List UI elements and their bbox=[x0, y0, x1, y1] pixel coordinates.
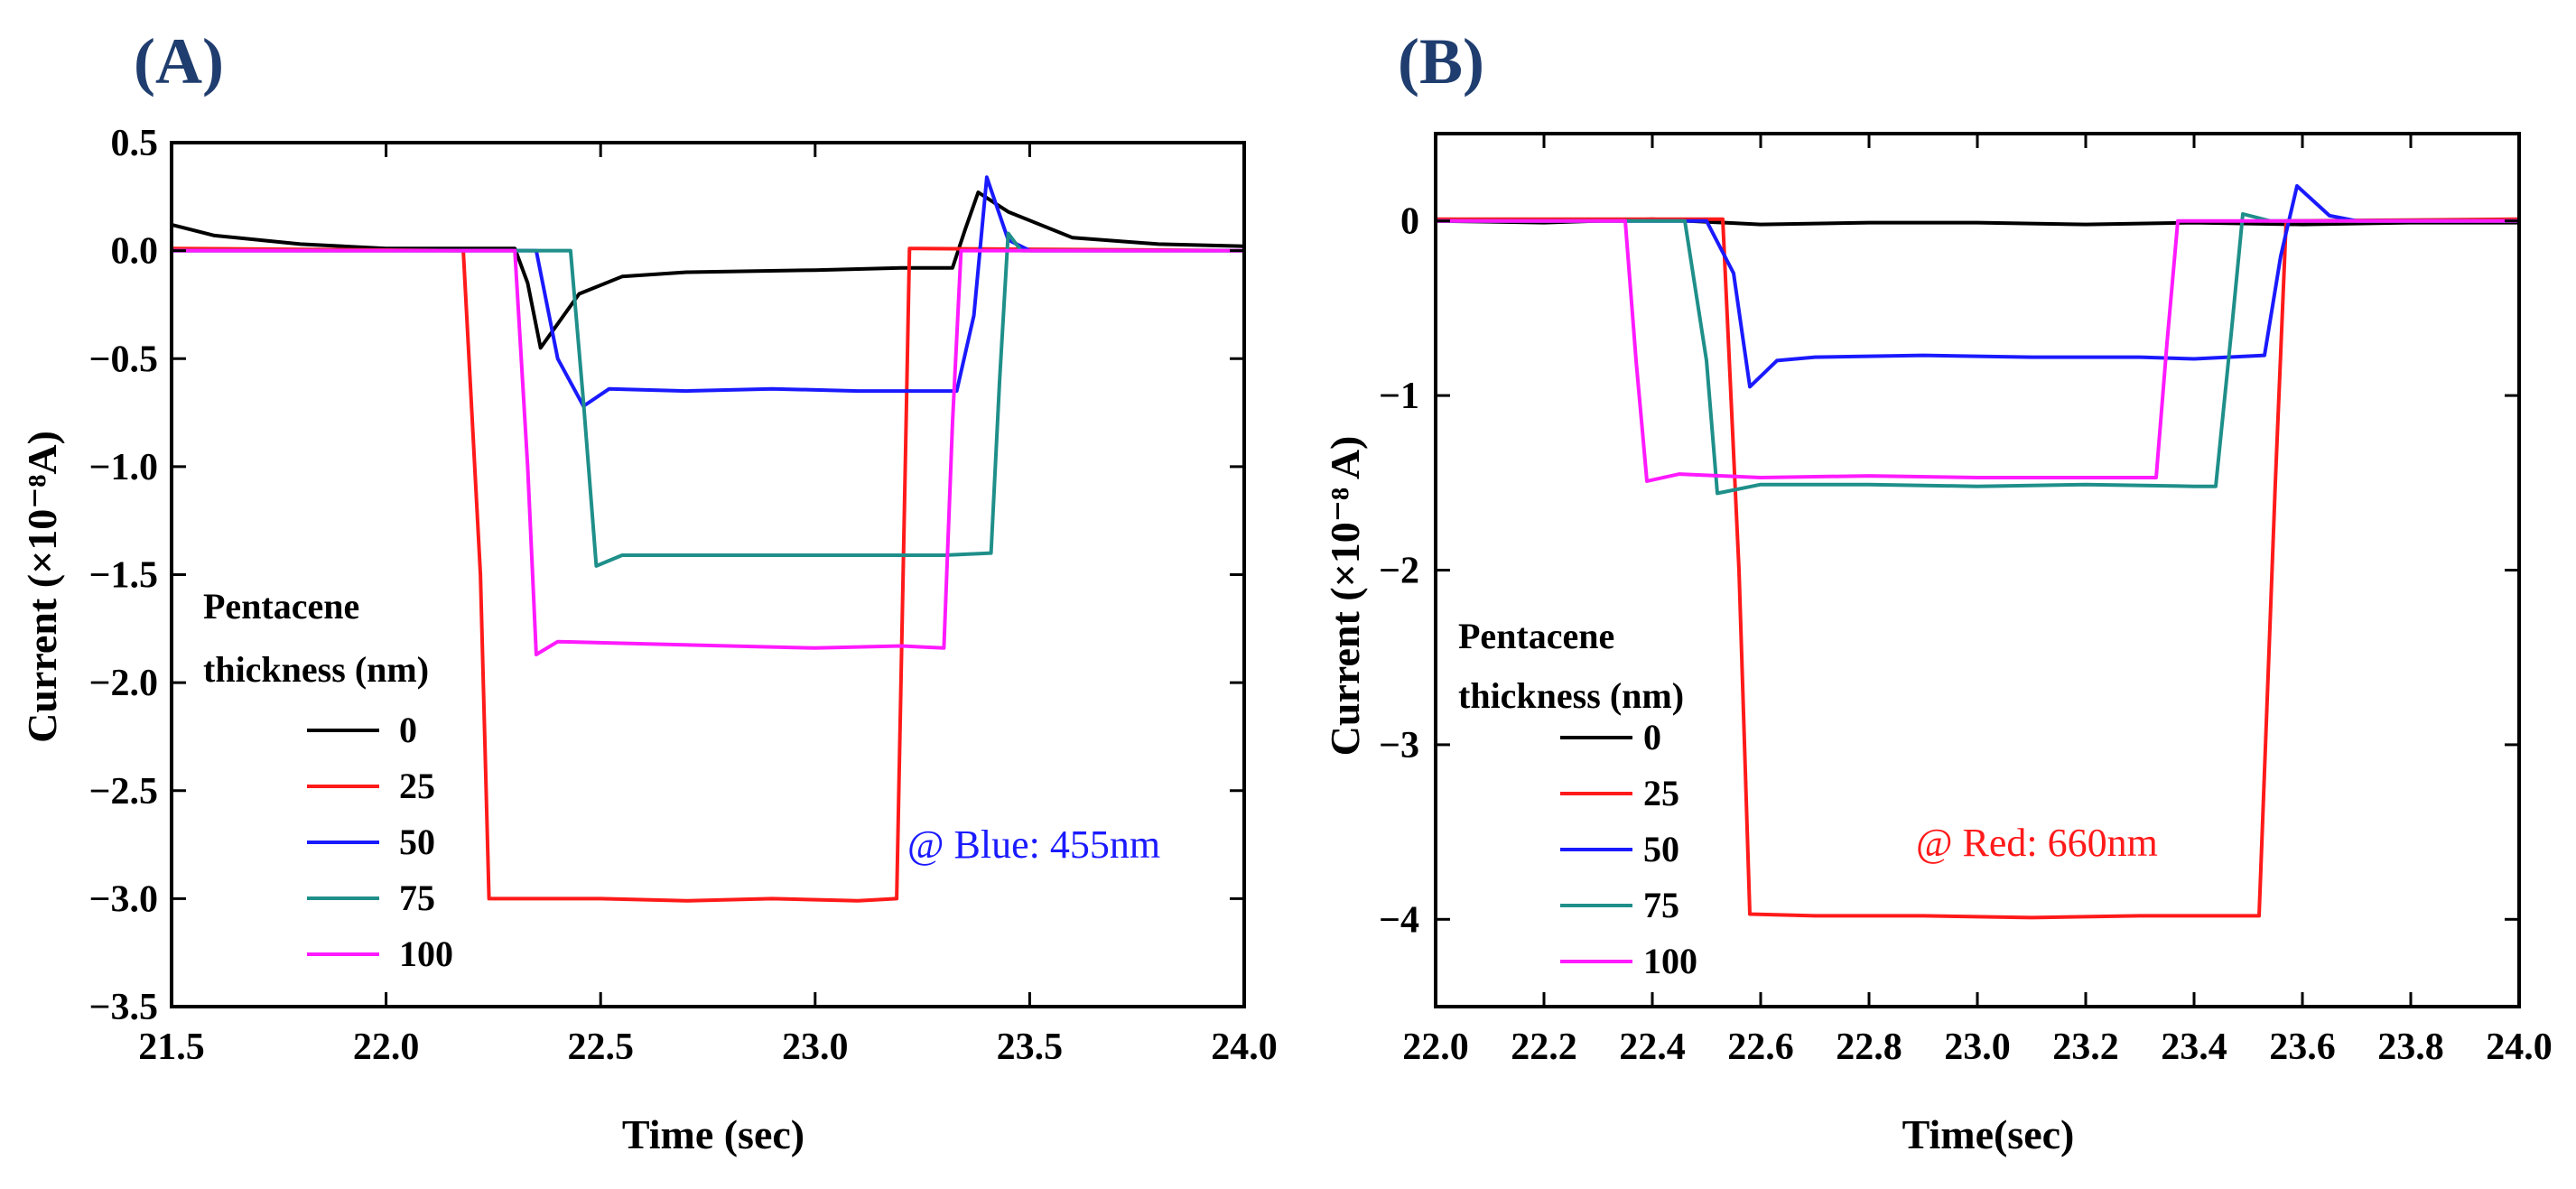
panel-b-y-tick-label: −3 bbox=[1379, 725, 1419, 766]
panel-b-x-tick-label: 23.2 bbox=[2052, 1026, 2119, 1068]
panel-a-legend-label-75: 75 bbox=[399, 878, 435, 918]
panel-a-series-line-25 bbox=[171, 246, 1245, 903]
panel-a-y-tick-label: −2.0 bbox=[89, 663, 158, 704]
panel-a-legend-label-25: 25 bbox=[399, 766, 435, 806]
panel-a-x-tick-label: 22.5 bbox=[567, 1026, 634, 1068]
panel-b-y-axis-title: Current (×10⁻⁸ A) bbox=[1322, 436, 1368, 757]
panel-b-legend-label-100: 100 bbox=[1643, 941, 1697, 981]
panel-b-x-tick-label: 24.0 bbox=[2486, 1026, 2553, 1068]
panel-a-legend-label-100: 100 bbox=[399, 934, 453, 974]
panel-a-y-tick-label: −2.5 bbox=[89, 771, 158, 813]
panel-b-legend-label-0: 0 bbox=[1643, 717, 1661, 757]
panel-b-y-tick-label: −1 bbox=[1379, 376, 1419, 417]
panel-b-y-tick-label: 0 bbox=[1400, 201, 1419, 243]
panel-b-legend: Pentacene thickness (nm) 0 25 50 75 100 bbox=[1458, 616, 1697, 981]
panel-b-label: (B) bbox=[1398, 25, 1484, 98]
panel-b-legend-title-line1: Pentacene bbox=[1458, 616, 1614, 656]
panel-b-x-tick-label: 22.0 bbox=[1402, 1026, 1469, 1068]
panel-a-series-line-75 bbox=[172, 231, 1244, 568]
panel-b-x-axis-title: Time(sec) bbox=[1902, 1111, 2075, 1157]
panel-a-x-tick-label: 22.0 bbox=[353, 1026, 420, 1068]
panel-b-legend-title-line2: thickness (nm) bbox=[1458, 675, 1684, 716]
panel-b-series-line-50 bbox=[1436, 184, 2519, 389]
panel-a-x-tick-label: 21.5 bbox=[138, 1026, 205, 1068]
panel-a-x-axis-title: Time (sec) bbox=[622, 1111, 804, 1157]
panel-a-legend-label-50: 50 bbox=[399, 822, 435, 862]
panel-b-series-line-75 bbox=[1436, 212, 2519, 496]
panel-b-legend-label-75: 75 bbox=[1643, 885, 1679, 925]
panel-a-y-tick-label: −1.0 bbox=[89, 447, 158, 488]
panel-a-annotation: @ Blue: 455nm bbox=[907, 822, 1160, 867]
panel-b-x-tick-label: 23.6 bbox=[2269, 1026, 2336, 1068]
panel-a-y-tick-label: −3.0 bbox=[89, 878, 158, 920]
panel-b-x-tick-label: 22.6 bbox=[1727, 1026, 1794, 1068]
panel-b-x-tick-label: 22.4 bbox=[1619, 1026, 1686, 1068]
panel-b-x-tick-label: 22.8 bbox=[1836, 1026, 1902, 1068]
chart-panel-b: (B) @ Red: 660nm Time(sec) Current (×10⁻… bbox=[1322, 25, 2553, 1157]
panel-a-legend: Pentacene thickness (nm) 0 25 50 75 100 bbox=[203, 586, 453, 974]
panel-b-x-tick-label: 23.0 bbox=[1944, 1026, 2011, 1068]
panel-b-x-tick-label: 23.4 bbox=[2161, 1026, 2227, 1068]
panel-a-y-tick-label: 0.0 bbox=[111, 231, 159, 273]
panel-a-series-line-100 bbox=[172, 248, 1244, 656]
panel-b-series-line-100 bbox=[1436, 218, 2519, 483]
panel-a-y-tick-label: 0.5 bbox=[111, 123, 159, 164]
panel-a-y-tick-label: −3.5 bbox=[89, 987, 158, 1028]
panel-a-y-axis-title: Current (×10⁻⁸A) bbox=[19, 431, 65, 743]
panel-a-legend-title-line2: thickness (nm) bbox=[203, 649, 429, 690]
panel-a-legend-title-line1: Pentacene bbox=[203, 586, 359, 627]
panel-b-x-tick-label: 22.2 bbox=[1511, 1026, 1577, 1068]
chart-panel-a: (A) @ Blue: 455nm Time (sec) Current (×1… bbox=[19, 25, 1278, 1157]
panel-a-x-tick-label: 23.0 bbox=[782, 1026, 849, 1068]
panel-b-x-tick-label: 23.8 bbox=[2377, 1026, 2444, 1068]
panel-b-legend-label-25: 25 bbox=[1643, 773, 1679, 813]
panel-a-series-line-50 bbox=[172, 175, 1244, 408]
panel-b-annotation: @ Red: 660nm bbox=[1916, 821, 2158, 865]
panel-b-y-tick-label: −4 bbox=[1379, 899, 1419, 941]
panel-b-legend-label-50: 50 bbox=[1643, 829, 1679, 869]
panel-a-legend-label-0: 0 bbox=[399, 710, 417, 750]
panel-a-series-group bbox=[171, 175, 1245, 903]
panel-a-x-tick-label: 23.5 bbox=[997, 1026, 1064, 1068]
panel-b-series-line-25 bbox=[1436, 217, 2520, 920]
panel-a-y-tick-label: −0.5 bbox=[89, 339, 158, 380]
panel-b-y-tick-label: −2 bbox=[1379, 551, 1419, 592]
panel-a-x-tick-label: 24.0 bbox=[1211, 1026, 1278, 1068]
panel-a-label: (A) bbox=[134, 25, 224, 98]
panel-b-series-group bbox=[1435, 184, 2520, 920]
panel-a-y-tick-label: −1.5 bbox=[89, 555, 158, 597]
